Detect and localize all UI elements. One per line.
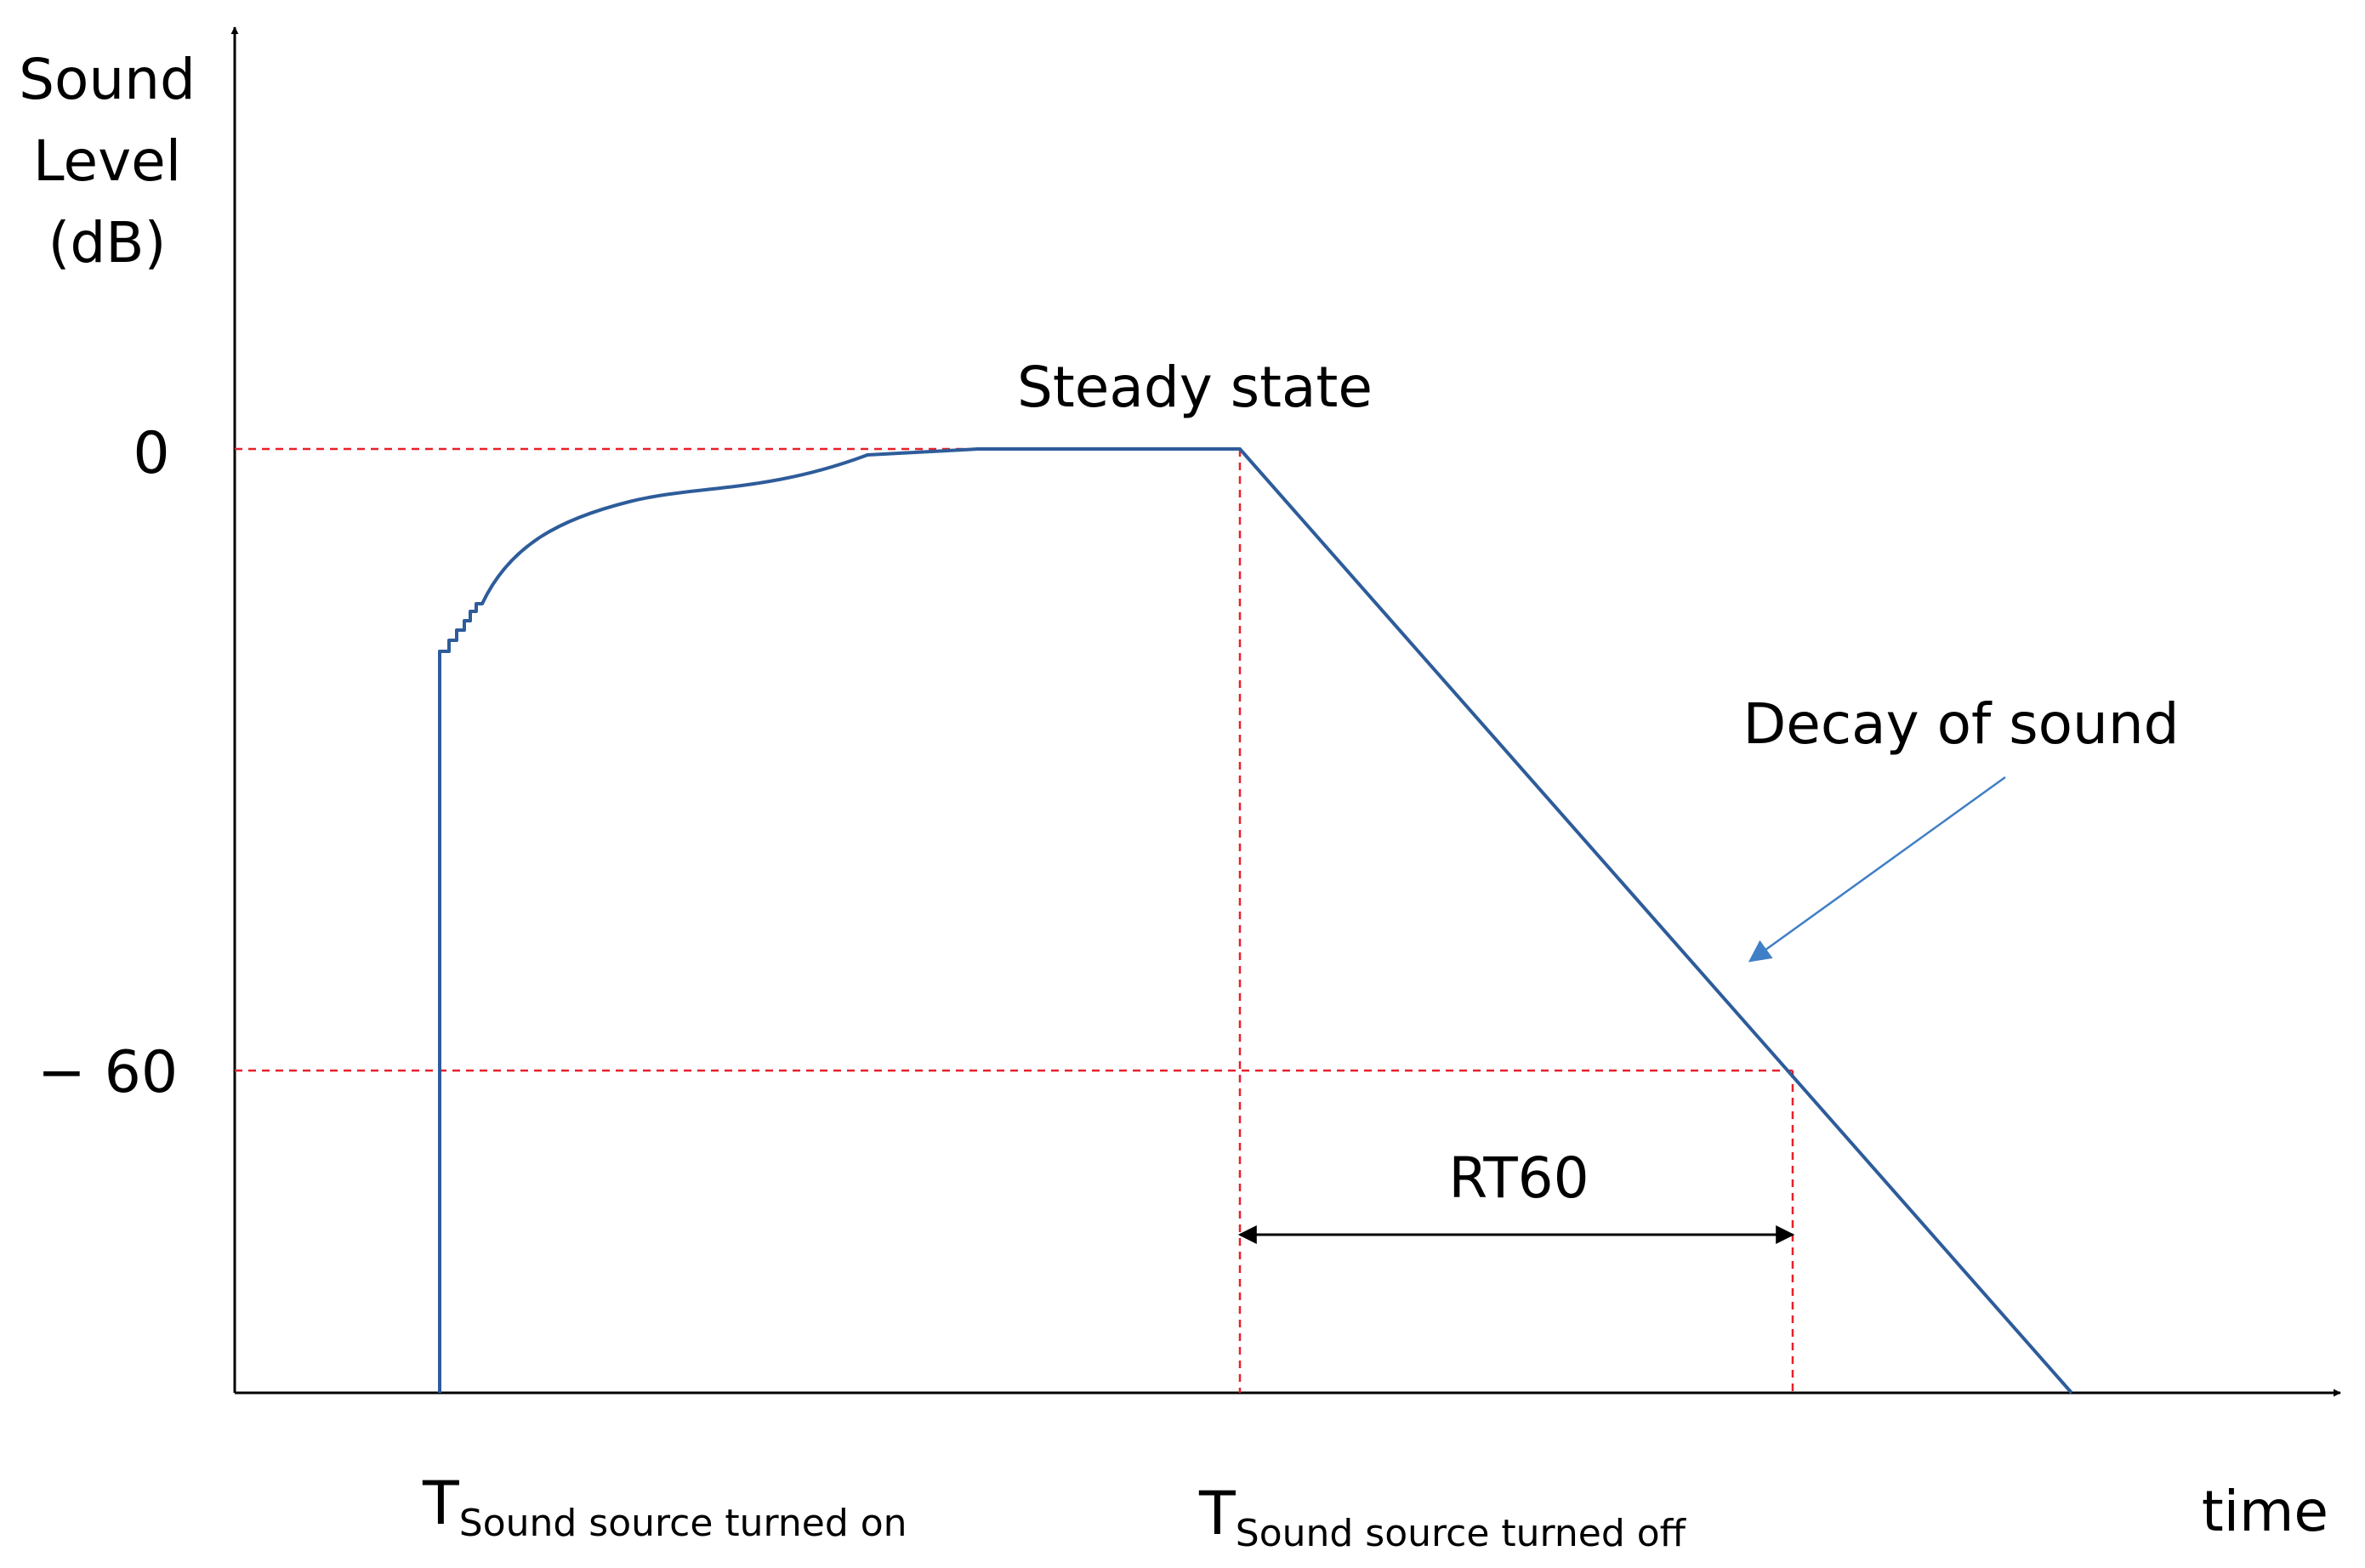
y-axis-title-line3: (dB) (48, 210, 167, 276)
steady-state-label: Steady state (1017, 355, 1373, 420)
sound-level-curve (438, 447, 2073, 1395)
y-axis-title-line1: Sound (19, 47, 196, 112)
tick-label-0: 0 (133, 420, 169, 487)
rt60-label: RT60 (1448, 1145, 1589, 1211)
x-axis-title: time (2202, 1479, 2328, 1544)
t-on-subscript: Sound source turned on (459, 1502, 907, 1545)
t-on-label: TSound source turned on (422, 1469, 907, 1545)
t-off-main: T (1198, 1479, 1236, 1548)
decay-label: Decay of sound (1742, 691, 2179, 757)
t-off-subscript: Sound source turned off (1236, 1512, 1687, 1555)
y-axis-title-line2: Level (33, 128, 181, 194)
t-on-main: T (422, 1469, 459, 1538)
t-off-label: TSound source turned off (1198, 1479, 1687, 1555)
decay-pointer-arrow (1748, 775, 2006, 963)
tick-label-minus60: − 60 (37, 1039, 178, 1106)
